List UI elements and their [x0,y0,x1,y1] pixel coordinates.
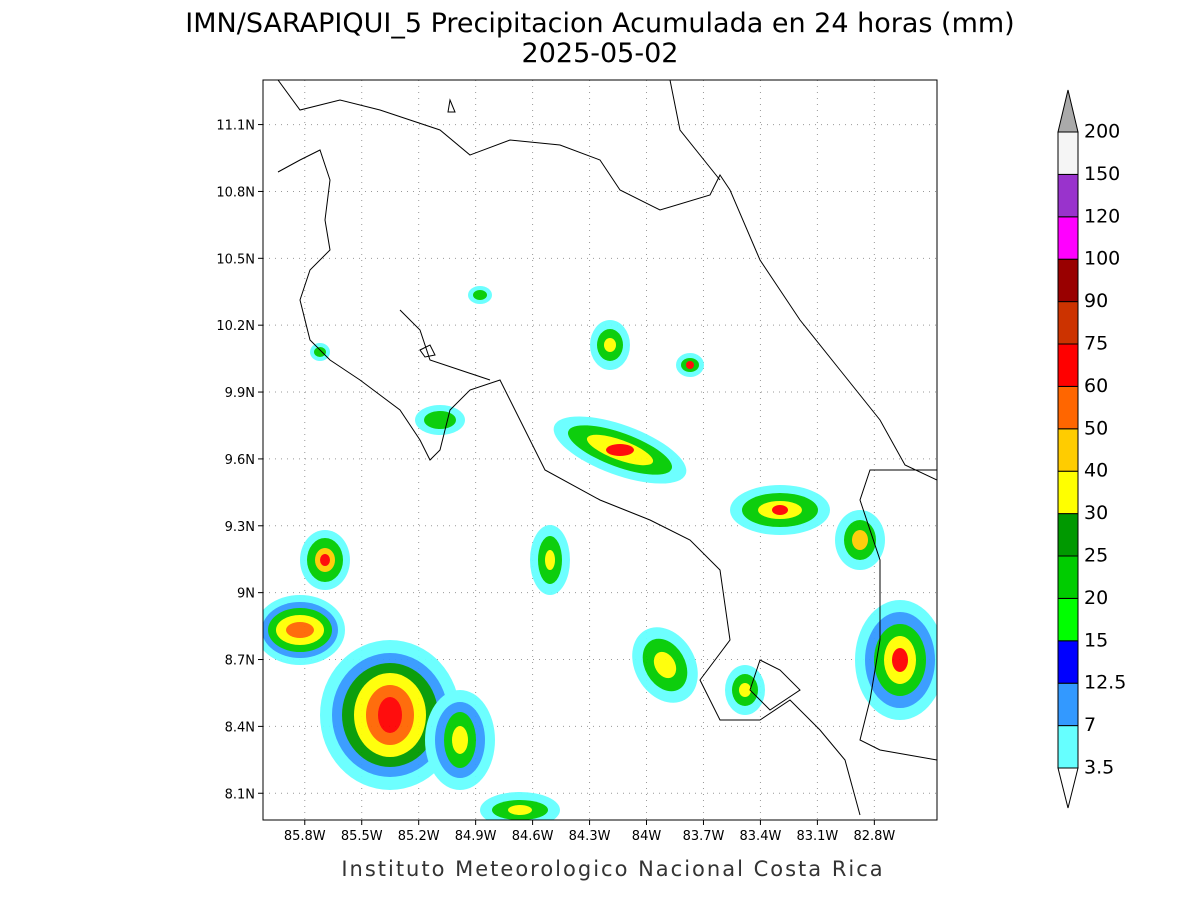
colorbar: 3.5 7 12.5 15 20 25 30 40 50 60 75 90 100 120 150 200 [1057,89,1126,809]
colorbar-label: 75 [1084,333,1108,355]
colorbar-box [1057,301,1079,345]
x-tick-label: 84.9W [455,829,497,844]
colorbar-box [1057,555,1079,599]
map-title: IMN/SARAPIQUI_5 Precipitacion Acumulada … [185,8,1014,39]
colorbar-box [1057,682,1079,727]
colorbar-box [1057,640,1079,684]
colorbar-label: 200 [1084,121,1120,143]
x-tick-label: 84W [632,829,662,844]
axes: 85.8W 85.5W 85.2W 84.9W 84.6W 84.3W 84W 83.7W 83… [216,119,895,844]
y-tick-label: 10.2N [216,319,255,334]
x-tick-label: 83.7W [683,829,725,844]
y-tick-label: 9N [237,587,255,602]
y-tick-label: 9.6N [225,453,255,468]
x-tick-label: 83.1W [796,829,838,844]
x-tick-label: 84.6W [512,829,554,844]
y-tick-label: 10.8N [216,185,255,200]
map-frame [262,79,938,821]
colorbar-label: 150 [1084,163,1120,185]
y-tick-label: 10.5N [216,252,255,267]
x-tick-label: 85.5W [341,829,383,844]
footer: Instituto Meteorologico Nacional Costa R… [341,857,884,881]
colorbar-label: 100 [1084,248,1120,270]
colorbar-label: 120 [1084,205,1120,227]
colorbar-label: 40 [1084,460,1108,482]
colorbar-label: 12.5 [1084,672,1126,694]
x-tick-label: 85.2W [398,829,440,844]
colorbar-label: 3.5 [1084,757,1114,779]
colorbar-box [1057,513,1079,557]
colorbar-label: 90 [1084,290,1108,312]
colorbar-label: 30 [1084,502,1108,524]
colorbar-label: 20 [1084,587,1108,609]
y-tick-label: 9.9N [225,386,255,401]
colorbar-label: 50 [1084,417,1108,439]
colorbar-box [1057,428,1079,472]
map-subtitle: 2025-05-02 [522,38,679,69]
x-tick-label: 82.8W [853,829,895,844]
colorbar-box [1057,470,1079,515]
y-tick-label: 9.3N [225,520,255,535]
colorbar-box [1057,258,1079,303]
y-tick-label: 8.7N [225,654,255,669]
colorbar-over [1057,89,1079,133]
colorbar-under [1057,767,1079,809]
y-tick-label: 8.1N [225,787,255,802]
colorbar-label: 7 [1084,714,1096,736]
colorbar-box [1057,216,1079,260]
colorbar-label: 60 [1084,375,1108,397]
colorbar-box [1057,597,1079,642]
colorbar-label: 15 [1084,629,1108,651]
colorbar-box [1057,173,1079,218]
map-area [263,80,937,820]
x-tick-label: 83.4W [740,829,782,844]
colorbar-box [1057,385,1079,430]
y-tick-label: 8.4N [225,720,255,735]
colorbar-box [1057,725,1079,769]
y-tick-label: 11.1N [216,119,255,134]
colorbar-box [1057,343,1079,387]
x-tick-label: 85.8W [284,829,326,844]
rain-field [263,286,937,820]
colorbar-label: 25 [1084,545,1108,567]
coastline [277,80,937,816]
x-tick-label: 84.3W [569,829,611,844]
colorbar-box [1057,131,1079,175]
